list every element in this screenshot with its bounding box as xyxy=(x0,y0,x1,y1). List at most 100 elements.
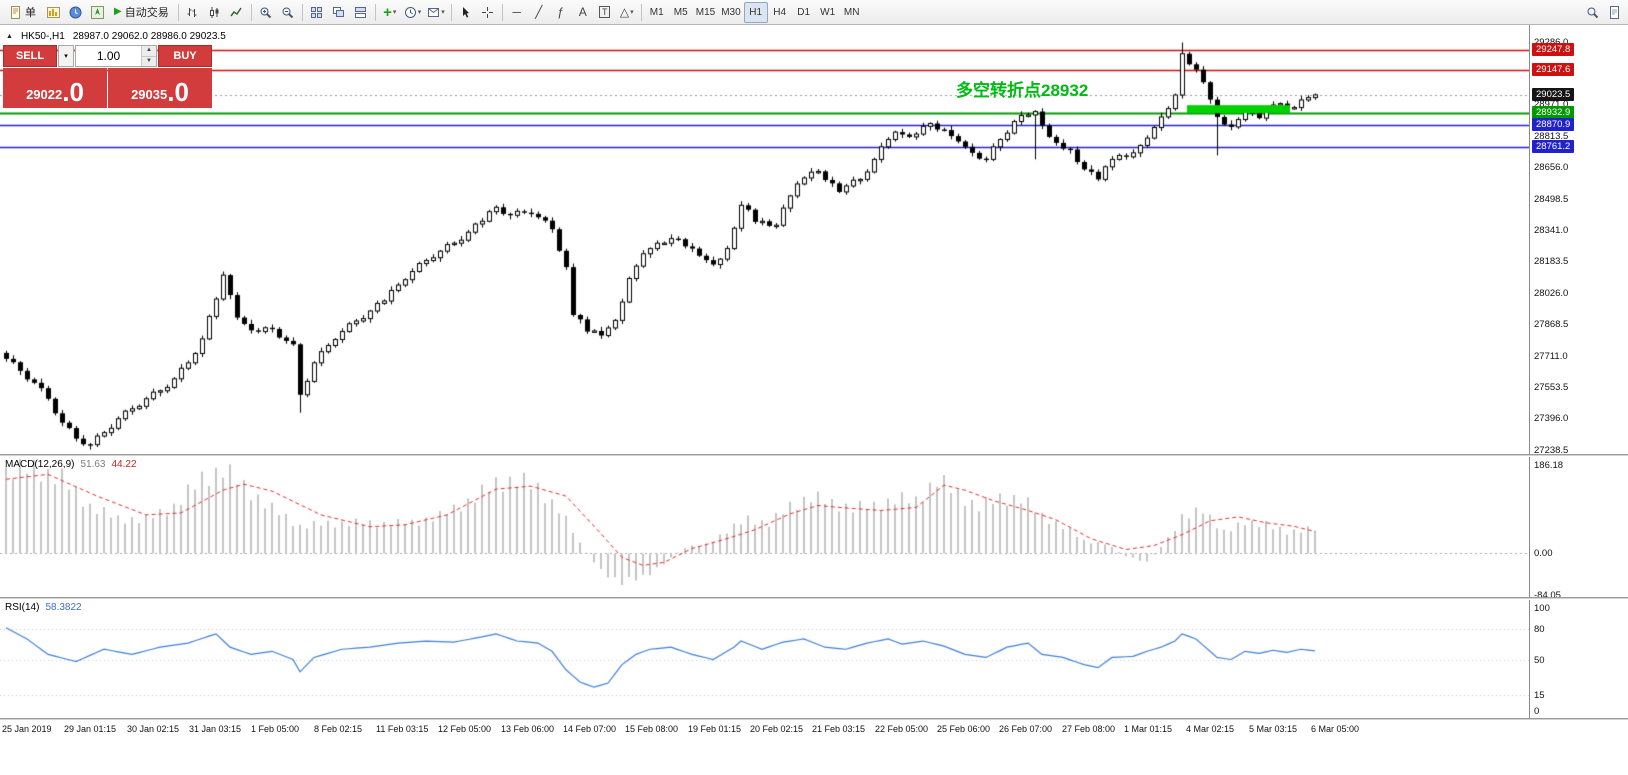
timeframe-d1-button[interactable]: D1 xyxy=(792,2,816,23)
price-tick-label: 28813.5 xyxy=(1534,130,1569,142)
timeframe-m15-button[interactable]: M15 xyxy=(693,2,718,23)
price-scale[interactable]: 29286.0 28971.0 28813.5 28656.0 28498.5 28341… xyxy=(1530,25,1628,740)
new-order-button[interactable]: 单 xyxy=(3,2,42,23)
time-axis-label: 26 Feb 07:00 xyxy=(999,724,1053,734)
line-chart-type-button[interactable] xyxy=(226,2,248,23)
timeframe-mn-button[interactable]: MN xyxy=(840,2,864,23)
chart-canvas[interactable] xyxy=(0,25,1529,740)
ask-price[interactable]: 29035.0 xyxy=(108,68,212,108)
navigator-button[interactable] xyxy=(86,2,108,23)
toolbar-separator xyxy=(374,3,376,21)
buy-button[interactable]: BUY xyxy=(158,45,212,67)
macd-indicator-label: MACD(12,26,9) 51.63 44.22 xyxy=(5,459,137,470)
timeframe-h4-button[interactable]: H4 xyxy=(768,2,792,23)
pane-divider[interactable] xyxy=(0,718,1628,721)
timeframe-h1-button[interactable]: H1 xyxy=(743,1,768,23)
time-axis-label: 25 Feb 06:00 xyxy=(937,724,991,734)
ask-pip-digits: .0 xyxy=(167,77,189,107)
macd-scale-label: -84.05 xyxy=(1534,590,1561,602)
price-tick-label: 28971.0 xyxy=(1534,99,1569,111)
text-tool-icon: A xyxy=(578,5,587,19)
bar-chart-type-button[interactable] xyxy=(182,2,204,23)
candlestick-chart-type-button[interactable] xyxy=(204,2,226,23)
timeframe-m30-button[interactable]: M30 xyxy=(718,2,743,23)
price-tick-label: 27396.0 xyxy=(1534,413,1569,425)
search-icon xyxy=(1587,7,1598,18)
line-chart-type-icon xyxy=(230,7,242,16)
timeframe-m1-button[interactable]: M1 xyxy=(645,2,669,23)
periods-button[interactable]: ▾ xyxy=(401,2,425,23)
line-price-badge[interactable]: 28870.9 xyxy=(1532,118,1575,132)
toolbar-separator xyxy=(250,3,252,21)
time-axis-label: 5 Mar 03:15 xyxy=(1249,724,1298,734)
trade-panel-controls: SELL ▾ ▲ ▼ BUY xyxy=(3,45,212,67)
time-axis-label: 13 Feb 06:00 xyxy=(501,724,555,734)
templates-icon xyxy=(428,7,440,17)
macd-scale-label: 186.18 xyxy=(1534,460,1564,471)
add-indicator-icon: + xyxy=(383,3,392,21)
symbol-search-button[interactable] xyxy=(1581,2,1603,23)
chart-text-annotation[interactable]: 多空转折点28932 xyxy=(956,81,1089,100)
new-chart-icon xyxy=(1609,5,1619,19)
zoom-out-icon xyxy=(282,7,294,18)
charts-button[interactable] xyxy=(42,2,64,23)
price-tick-label: 27238.5 xyxy=(1534,444,1569,456)
one-click-collapse-icon[interactable]: ▲ xyxy=(6,33,13,40)
toolbar-separator xyxy=(640,3,642,21)
horizontal-line-tool-button[interactable]: ─ xyxy=(506,2,528,23)
cascade-windows-icon xyxy=(333,6,345,17)
horizontal-line-icon: ─ xyxy=(512,5,521,19)
time-axis[interactable]: 25 Jan 2019 29 Jan 01:15 30 Jan 02:15 31 Ja… xyxy=(0,721,1628,740)
fibonacci-tool-button[interactable]: ƒ xyxy=(550,2,572,23)
symbol-name: HK50-,H1 xyxy=(20,31,65,42)
crosshair-button[interactable] xyxy=(477,2,499,23)
line-price-badge[interactable]: 28932.9 xyxy=(1532,105,1575,119)
zoom-in-button[interactable] xyxy=(255,2,277,23)
text-tool-button[interactable]: A xyxy=(572,2,594,23)
volume-increase-button[interactable]: ▲ xyxy=(142,46,156,57)
add-indicator-button[interactable]: + ▾ xyxy=(379,2,401,23)
zoom-out-button[interactable] xyxy=(277,2,299,23)
trendline-tool-button[interactable]: ╱ xyxy=(528,2,550,23)
time-axis-label: 8 Feb 02:15 xyxy=(314,724,363,734)
time-axis-label: 31 Jan 03:15 xyxy=(189,724,242,734)
bid-price[interactable]: 29022.0 xyxy=(3,68,107,108)
line-price-badge[interactable]: 29147.6 xyxy=(1532,63,1575,77)
time-axis-label: 20 Feb 02:15 xyxy=(750,724,804,734)
pane-divider[interactable] xyxy=(0,597,1628,600)
timeframe-m5-button[interactable]: M5 xyxy=(669,2,693,23)
cascade-windows-button[interactable] xyxy=(328,2,350,23)
pane-divider[interactable] xyxy=(0,454,1628,457)
new-chart-button[interactable] xyxy=(1603,2,1625,23)
market-watch-icon xyxy=(69,6,81,18)
volume-input[interactable] xyxy=(76,46,141,66)
sell-button[interactable]: SELL xyxy=(3,45,57,67)
line-price-badge[interactable]: 28761.2 xyxy=(1532,140,1575,154)
arrange-windows-button[interactable] xyxy=(350,2,372,23)
bid-pip-digits: .0 xyxy=(62,77,84,107)
time-axis-label: 15 Feb 08:00 xyxy=(625,724,679,734)
autotrading-play-icon: ▶ xyxy=(114,6,122,17)
price-tick-label: 28026.0 xyxy=(1534,287,1569,299)
time-axis-label: 11 Feb 03:15 xyxy=(376,724,429,734)
line-price-badge[interactable]: 29247.8 xyxy=(1532,43,1575,57)
autotrading-button[interactable]: ▶ 自动交易 xyxy=(108,2,175,23)
chevron-down-icon: ▾ xyxy=(392,9,397,16)
new-order-icon xyxy=(11,5,20,19)
templates-button[interactable]: ▾ xyxy=(424,2,448,23)
tile-windows-button[interactable] xyxy=(306,2,328,23)
volume-decrease-button[interactable]: ▼ xyxy=(142,56,156,66)
one-click-trading-panel: SELL ▾ ▲ ▼ BUY 29022.0 29035.0 xyxy=(3,45,212,108)
time-axis-label: 14 Feb 07:00 xyxy=(563,724,617,734)
shapes-tool-button[interactable]: △ ▾ xyxy=(616,2,638,23)
macd-name: MACD(12,26,9) xyxy=(5,459,75,470)
trendline-icon: ╱ xyxy=(535,5,543,19)
label-tool-button[interactable]: T xyxy=(594,2,616,23)
fibonacci-icon: ƒ xyxy=(557,5,565,19)
volume-preset-dropdown[interactable]: ▾ xyxy=(58,45,74,67)
charts-icon xyxy=(46,6,60,18)
timeframe-w1-button[interactable]: W1 xyxy=(816,2,840,23)
rsi-scale-label: 0 xyxy=(1534,705,1540,717)
market-watch-button[interactable] xyxy=(64,2,86,23)
cursor-button[interactable] xyxy=(455,2,477,23)
